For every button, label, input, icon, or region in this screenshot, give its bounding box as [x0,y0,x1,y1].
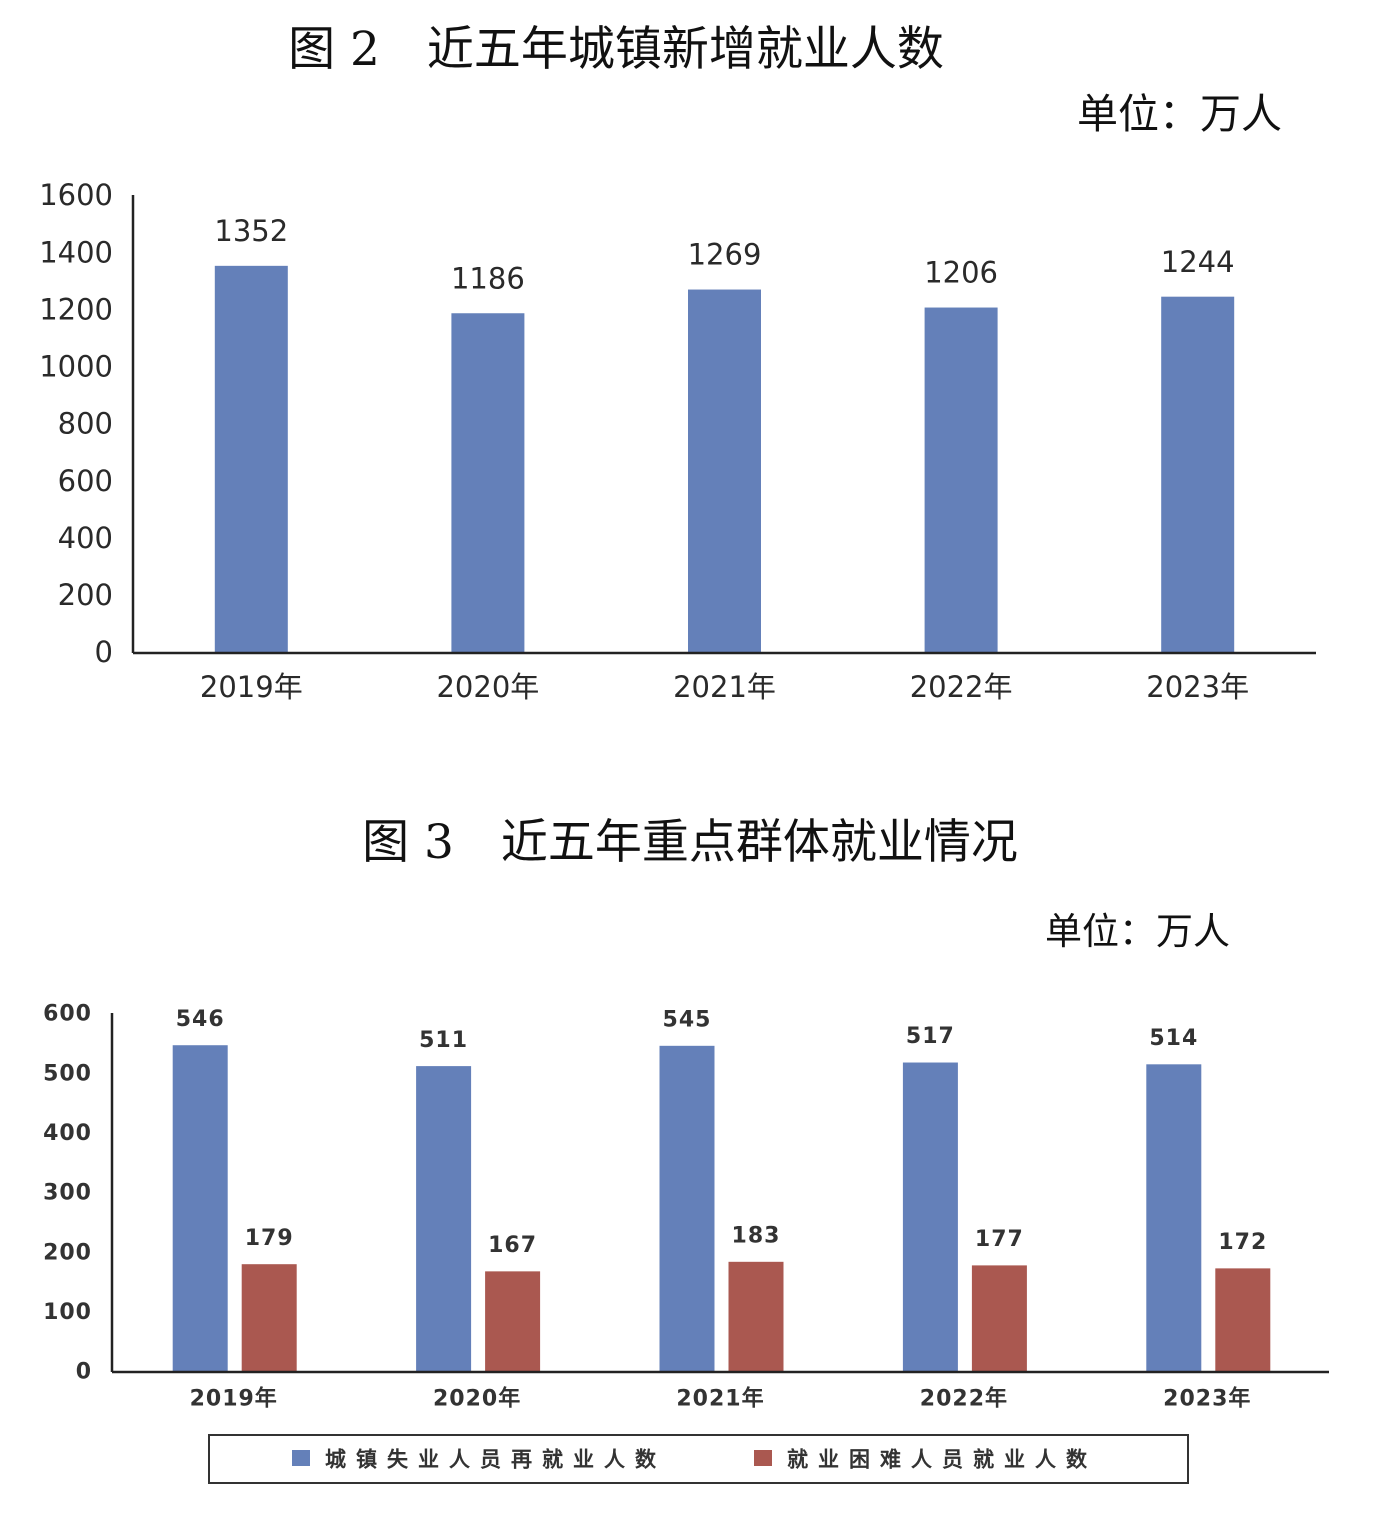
bar [451,313,525,652]
unit-label: 单位：万人 [1045,910,1230,953]
data-label: 545 [663,1008,712,1033]
bar-series-1 [416,1066,472,1371]
x-tick-label: 2019年 [200,670,303,704]
y-tick-label: 400 [58,521,113,555]
legend: 城镇失业人员再就业人数 就业困难人员就业人数 [208,1434,1189,1484]
bar-series-1 [172,1045,228,1371]
y-tick-label: 800 [58,407,113,441]
y-tick-label: 500 [43,1061,92,1086]
data-label: 514 [1149,1026,1198,1051]
bar-series-1 [1146,1064,1202,1371]
y-tick-label: 1200 [39,292,113,326]
x-tick-label: 2020年 [433,1386,521,1412]
data-label: 177 [975,1227,1024,1252]
data-label: 179 [245,1226,294,1251]
data-label: 183 [732,1224,781,1249]
bar-series-1 [902,1062,958,1371]
x-tick-label: 2022年 [920,1386,1008,1412]
unit-label: 单位：万人 [1077,90,1282,138]
data-label: 1244 [1161,245,1235,279]
data-label: 1352 [214,214,288,248]
data-label: 1186 [451,261,525,295]
y-tick-label: 100 [43,1300,92,1325]
data-label: 167 [488,1233,537,1258]
data-label: 511 [419,1028,468,1053]
x-tick-label: 2021年 [673,670,776,704]
bar [214,265,288,652]
data-label: 1269 [688,238,762,272]
bar-series-2 [241,1264,297,1371]
y-tick-label: 1000 [39,350,113,384]
bar [924,307,998,652]
chart-key-groups-employment: 0 100 200 300 400 500 600 546 179 2019年 511 167 2020… [43,1002,1329,1412]
y-tick-label: 200 [43,1240,92,1265]
legend-box [208,1434,1189,1484]
y-tick-label: 1600 [39,178,113,212]
y-tick-label: 300 [43,1181,92,1206]
chart-urban-new-jobs: 0 200 400 600 800 1000 1200 1400 1600 1352 2019年 11… [39,178,1316,704]
bar-series-2 [1215,1268,1271,1371]
y-tick-label: 600 [58,464,113,498]
bar [1161,296,1235,652]
data-label: 517 [906,1024,955,1049]
x-tick-label: 2023年 [1163,1386,1251,1412]
bar-series-2 [971,1265,1027,1371]
chart-title: 图 3 近五年重点群体就业情况 [362,815,1018,870]
x-tick-label: 2023年 [1146,670,1249,704]
legend-swatch [292,1450,310,1466]
data-label: 546 [176,1007,225,1032]
bar [688,289,761,652]
bar-series-1 [659,1045,715,1371]
x-tick-label: 2020年 [436,670,539,704]
y-tick-label: 400 [43,1121,92,1146]
y-tick-label: 200 [58,578,113,612]
y-tick-label: 1400 [39,235,113,269]
x-tick-label: 2022年 [910,670,1013,704]
data-label: 172 [1218,1230,1267,1255]
legend-swatch [754,1450,772,1466]
chart-title: 图 2 近五年城镇新增就业人数 [288,22,944,77]
x-tick-label: 2019年 [190,1386,278,1412]
bar-series-2 [728,1261,784,1371]
legend-label: 就业困难人员就业人数 [787,1446,1097,1471]
y-tick-label: 600 [43,1002,92,1027]
x-tick-label: 2021年 [676,1386,764,1412]
y-tick-label: 0 [95,635,113,669]
legend-label: 城镇失业人员再就业人数 [325,1446,666,1471]
bar-series-2 [485,1271,541,1371]
data-label: 1206 [924,256,998,290]
y-tick-label: 0 [76,1360,92,1385]
